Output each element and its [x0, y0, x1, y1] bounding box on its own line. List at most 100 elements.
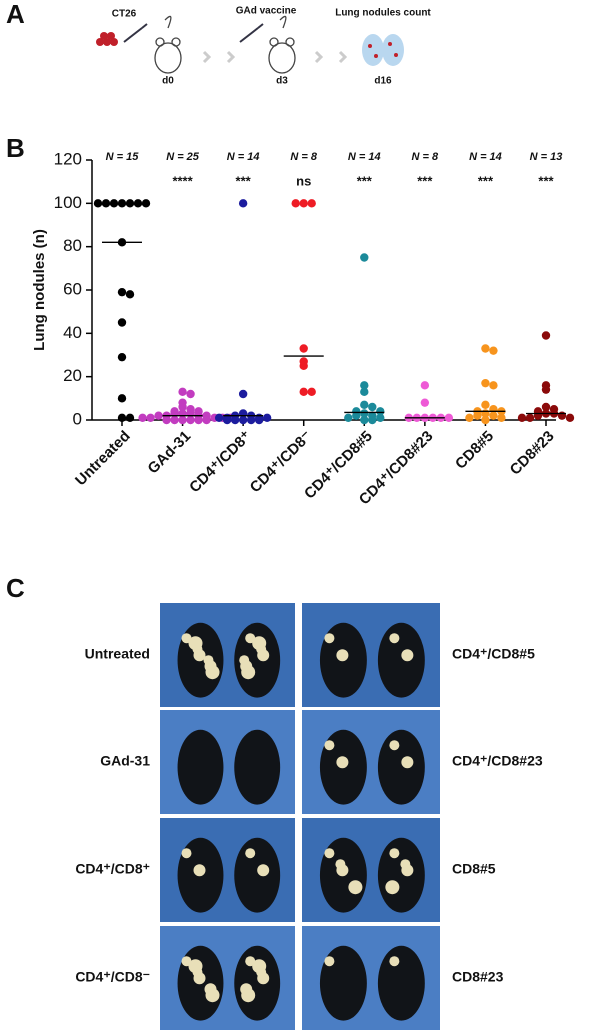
data-point: [565, 413, 575, 423]
data-point: [489, 381, 498, 390]
data-point: [117, 352, 127, 362]
data-point: [352, 411, 361, 420]
data-point: [117, 394, 127, 403]
data-point: [497, 413, 506, 423]
significance: ns: [296, 173, 311, 188]
data-point: [541, 402, 551, 412]
n-label: N = 14: [348, 151, 381, 163]
data-point: [360, 253, 369, 262]
nodule: [239, 655, 250, 666]
data-point: [481, 344, 490, 353]
data-point: [238, 415, 248, 425]
lung: [234, 837, 281, 913]
panel-label: A: [6, 0, 25, 29]
data-point: [125, 413, 135, 423]
nodule: [401, 756, 414, 769]
nodule: [389, 740, 400, 751]
data-point: [307, 387, 316, 397]
row-label: GAd-31: [100, 753, 150, 769]
n-label: N = 25: [166, 151, 200, 163]
data-point: [125, 290, 135, 299]
data-point: [489, 346, 498, 355]
data-point: [360, 387, 369, 397]
data-point: [481, 378, 490, 388]
data-point: [154, 411, 163, 420]
data-point: [299, 344, 308, 353]
data-point: [194, 415, 203, 425]
y-tick-label: 80: [63, 236, 82, 255]
data-point: [360, 400, 369, 410]
data-point: [141, 199, 151, 208]
significance: ***: [417, 173, 433, 188]
x-tick-label: Untreated: [72, 428, 134, 490]
step-label: GAd vaccine: [236, 6, 297, 17]
data-point: [360, 381, 369, 390]
lung: [234, 945, 281, 1021]
data-point: [481, 400, 490, 410]
significance: ***: [357, 173, 373, 188]
data-point: [117, 318, 127, 327]
n-label: N = 8: [290, 151, 317, 163]
data-point: [307, 199, 316, 208]
data-point: [101, 199, 111, 208]
data-point: [344, 413, 353, 423]
data-point: [138, 413, 147, 423]
nodule: [188, 636, 203, 651]
data-point: [117, 199, 127, 208]
row-label: CD4⁺/CD8⁺: [75, 861, 150, 877]
y-tick-label: 40: [63, 323, 82, 342]
data-point: [517, 413, 527, 423]
data-point: [178, 402, 187, 412]
data-point: [238, 199, 248, 208]
nodule: [389, 633, 400, 644]
data-point: [133, 199, 143, 208]
nodule: [389, 848, 400, 859]
panel-label: B: [6, 133, 25, 163]
day-label: d0: [162, 76, 174, 87]
schematic: [96, 15, 404, 74]
data-point: [246, 415, 256, 425]
nodule: [400, 859, 411, 870]
nodule: [385, 880, 400, 895]
panel-label: C: [6, 573, 25, 603]
data-point: [420, 398, 430, 407]
data-point: [481, 415, 490, 425]
n-label: N = 14: [227, 151, 260, 163]
nodule: [324, 740, 335, 751]
nodule: [181, 848, 192, 859]
day-label: d16: [374, 76, 392, 87]
x-tick-label: GAd-31: [144, 428, 194, 478]
row-label: CD4⁺/CD8#5: [452, 646, 535, 662]
lung: [377, 837, 425, 913]
nodule: [245, 848, 256, 859]
data-point: [117, 287, 127, 297]
lung: [234, 729, 281, 805]
x-tick-label: CD8#5: [452, 428, 497, 473]
y-tick-label: 0: [73, 409, 82, 428]
nodule: [389, 956, 400, 967]
n-label: N = 13: [530, 151, 563, 163]
data-point: [178, 387, 187, 397]
lung: [234, 622, 281, 698]
lung: [377, 622, 425, 698]
data-point: [444, 413, 454, 423]
nodule: [257, 864, 270, 877]
data-point: [420, 381, 430, 390]
step-label: CT26: [112, 9, 137, 20]
data-point: [170, 415, 179, 425]
data-point: [262, 413, 272, 423]
n-label: N = 8: [412, 151, 439, 163]
x-tick-label: CD8#23: [507, 428, 558, 479]
data-point: [202, 415, 211, 425]
data-point: [146, 413, 155, 423]
y-tick-label: 60: [63, 279, 82, 298]
data-point: [93, 199, 103, 208]
data-point: [541, 385, 551, 394]
row-label: CD8#23: [452, 969, 504, 985]
step-label: Lung nodules count: [335, 8, 431, 19]
data-point: [533, 411, 543, 420]
data-point: [541, 331, 551, 340]
data-point: [299, 387, 308, 397]
lung: [377, 729, 425, 805]
